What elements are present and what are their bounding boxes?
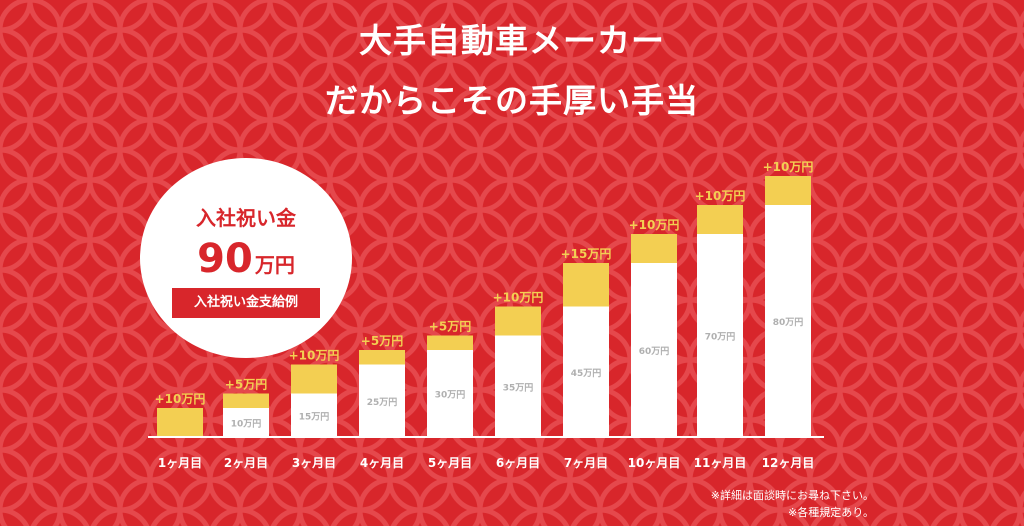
bar-base (631, 263, 677, 437)
bar-base-label: 70万円 (705, 332, 736, 343)
bar-increment-label: +5万円 (225, 378, 267, 392)
bar-base-label: 25万円 (367, 397, 398, 408)
bar-base (563, 306, 609, 437)
bar-increment-label: +10万円 (763, 160, 814, 174)
badge-amount-number: 90 (197, 236, 253, 282)
badge-label: 入社祝い金支給例 (172, 288, 320, 318)
category-label: 7ヶ月目 (564, 456, 608, 470)
bonus-badge: 入社祝い金 90 万円 入社祝い金支給例 (140, 158, 352, 358)
bar-base (495, 335, 541, 437)
bar-increment (563, 263, 609, 307)
bar-increment-label: +10万円 (629, 218, 680, 232)
bar-increment (765, 176, 811, 205)
bar-increment-label: +10万円 (155, 392, 206, 406)
category-label: 12ヶ月目 (762, 456, 815, 470)
bar-increment-label: +5万円 (429, 320, 471, 334)
badge-amount: 90 万円 (140, 236, 352, 282)
bar-base-label: 80万円 (773, 317, 804, 328)
category-label: 6ヶ月目 (496, 456, 540, 470)
bar-increment (291, 364, 337, 394)
badge-title: 入社祝い金 (196, 206, 296, 230)
bar-base (223, 408, 269, 437)
bar-base-label: 10万円 (231, 419, 262, 430)
bar-base (765, 205, 811, 437)
category-label: 5ヶ月目 (428, 456, 472, 470)
bar-base (291, 393, 337, 437)
bar-base-label: 15万円 (299, 411, 330, 422)
category-label: 11ヶ月目 (694, 456, 747, 470)
bar-increment-label: +10万円 (695, 189, 746, 203)
badge-amount-unit: 万円 (254, 253, 295, 277)
bar-increment (697, 205, 743, 234)
bar-increment (157, 408, 203, 437)
bar-base (427, 350, 473, 437)
bar-increment (495, 306, 541, 336)
category-label: 2ヶ月目 (224, 456, 268, 470)
page-title-line-2: だからこその手厚い手当 (325, 81, 699, 120)
bar-base-label: 45万円 (571, 368, 602, 379)
note-details: ※詳細は面談時にお尋ね下さい。 (710, 489, 874, 502)
bar-base-label: 30万円 (435, 390, 466, 401)
bar-increment (223, 393, 269, 408)
bar-base-label: 35万円 (503, 382, 534, 393)
category-label: 3ヶ月目 (292, 456, 336, 470)
bar-increment (359, 350, 405, 365)
bar-increment-label: +10万円 (289, 349, 340, 363)
bar-base (359, 364, 405, 437)
category-label: 10ヶ月目 (628, 456, 681, 470)
category-label: 1ヶ月目 (158, 456, 202, 470)
bar-base-label: 60万円 (639, 346, 670, 357)
bar-increment-label: +5万円 (361, 334, 403, 348)
note-regulations: ※各種規定あり。 (788, 506, 874, 519)
bar-increment-label: +10万円 (493, 291, 544, 305)
page-title-line-1: 大手自動車メーカー (359, 21, 665, 60)
bar-increment-label: +15万円 (561, 247, 612, 261)
bar-base (697, 234, 743, 437)
bar-increment (631, 234, 677, 263)
category-label: 4ヶ月目 (360, 456, 404, 470)
bar-increment (427, 335, 473, 350)
